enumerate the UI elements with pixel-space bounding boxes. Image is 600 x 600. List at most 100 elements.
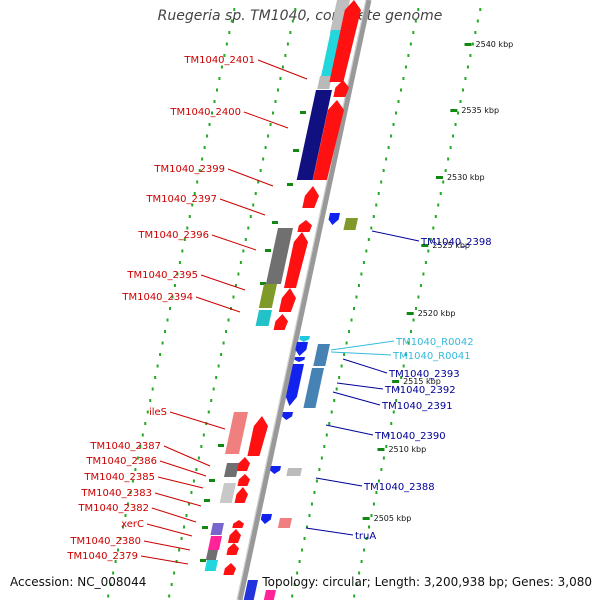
- guide-dot: [377, 479, 380, 483]
- guide-dot: [291, 594, 294, 598]
- guide-dot: [370, 514, 373, 517]
- guide-dot: [306, 525, 309, 529]
- guide-dot: [385, 157, 388, 161]
- guide-dot: [380, 468, 383, 471]
- guide-dot: [452, 134, 455, 138]
- guide-dot: [119, 537, 122, 540]
- guide-dot: [466, 65, 469, 69]
- guide-dot: [139, 445, 142, 448]
- guide-dot: [333, 399, 336, 402]
- gene-box-bottom2: [243, 580, 258, 600]
- guide-dot: [178, 548, 181, 552]
- genome-backbone-highlight: [236, 0, 367, 600]
- scale-tick: [377, 448, 385, 451]
- guide-dot: [129, 491, 132, 494]
- guide-dot: [151, 387, 154, 391]
- gene-label-ileS: ileS: [149, 407, 167, 418]
- guide-dot: [225, 330, 228, 333]
- gene-arrow-ileS: [247, 416, 268, 456]
- gene-label-TM1040_2397: TM1040_2397: [145, 194, 217, 205]
- label-leader-line: [157, 476, 204, 489]
- gene-label-TM1040_2382: TM1040_2382: [77, 503, 149, 514]
- guide-dot: [228, 31, 231, 34]
- guide-dot: [429, 238, 432, 241]
- scale-tick: [392, 380, 400, 383]
- gene-label-TM1040_R0041: TM1040_R0041: [392, 351, 471, 362]
- gene-label-TM1040_2399: TM1040_2399: [153, 164, 225, 175]
- guide-dot: [424, 261, 427, 264]
- label-leader-line: [243, 111, 289, 129]
- scale-tick-minor: [218, 444, 224, 447]
- guide-dot: [180, 537, 183, 540]
- label-leader-line: [305, 527, 354, 536]
- gene-box-2401-upper: [329, 0, 350, 33]
- guide-dot: [267, 134, 270, 138]
- guide-dot: [414, 19, 417, 23]
- label-leader-line: [257, 59, 308, 80]
- guide-dot: [212, 387, 215, 391]
- guide-dot: [476, 19, 479, 23]
- guide-dot: [474, 31, 477, 34]
- scale-tick: [450, 109, 458, 112]
- gene-arrow-2390: [282, 412, 293, 420]
- label-leader-line: [159, 460, 207, 477]
- label-leader-line: [146, 523, 193, 537]
- guide-dot: [203, 146, 206, 149]
- guide-dot: [186, 226, 189, 230]
- guide-dot: [206, 134, 209, 138]
- guide-dot: [175, 560, 178, 563]
- guide-dot: [159, 353, 162, 356]
- guide-dot: [335, 387, 338, 391]
- guide-dot: [402, 77, 405, 80]
- guide-dot: [183, 238, 186, 241]
- label-leader-line: [330, 340, 395, 351]
- scale-tick-minor: [200, 559, 206, 562]
- guide-dot: [262, 157, 265, 161]
- scale-tick-label: 2525 kbp: [432, 241, 470, 250]
- gene-arrow-2394: [273, 314, 288, 330]
- guide-dot: [343, 353, 346, 356]
- gene-label-TM1040_2392: TM1040_2392: [384, 385, 456, 396]
- guide-dot: [370, 226, 373, 230]
- scale-tick-minor: [202, 526, 208, 529]
- guide-dot: [124, 514, 127, 517]
- guide-dot: [296, 571, 299, 575]
- guide-dot: [234, 284, 237, 287]
- guide-dot: [412, 318, 415, 322]
- gene-box-2380: [207, 536, 222, 550]
- guide-dot: [345, 341, 348, 345]
- gene-label-TM1040_2400: TM1040_2400: [169, 107, 241, 118]
- guide-dot: [242, 249, 245, 253]
- guide-dot: [225, 42, 228, 46]
- gene-arrow-2392: [294, 357, 305, 362]
- guide-dot: [390, 134, 393, 138]
- guide-dot: [442, 180, 445, 184]
- guide-dot: [114, 560, 117, 563]
- guide-dot: [362, 261, 365, 264]
- guide-dot: [298, 560, 301, 563]
- label-leader-line: [325, 424, 374, 436]
- gene-box-bottom: [263, 590, 276, 600]
- guide-dot: [134, 468, 137, 471]
- guide-dot: [434, 215, 437, 218]
- label-leader-line: [371, 230, 420, 242]
- guide-dot: [308, 514, 311, 517]
- label-leader-line: [227, 168, 274, 187]
- scale-tick-label: 2520 kbp: [418, 309, 456, 318]
- gene-box-2380b: [205, 550, 218, 560]
- guide-dot: [404, 65, 407, 69]
- guide-dot: [330, 410, 333, 414]
- guide-dot: [220, 65, 223, 69]
- guide-dot: [197, 456, 200, 460]
- guide-dot: [427, 249, 430, 253]
- guide-dot: [409, 42, 412, 46]
- guide-dot: [117, 548, 120, 552]
- guide-dot: [149, 399, 152, 402]
- gene-label-TM1040_2398: TM1040_2398: [420, 237, 492, 248]
- guide-dot: [323, 445, 326, 448]
- label-leader-line: [154, 492, 202, 507]
- guide-dot: [279, 77, 282, 80]
- guide-dot: [161, 341, 164, 345]
